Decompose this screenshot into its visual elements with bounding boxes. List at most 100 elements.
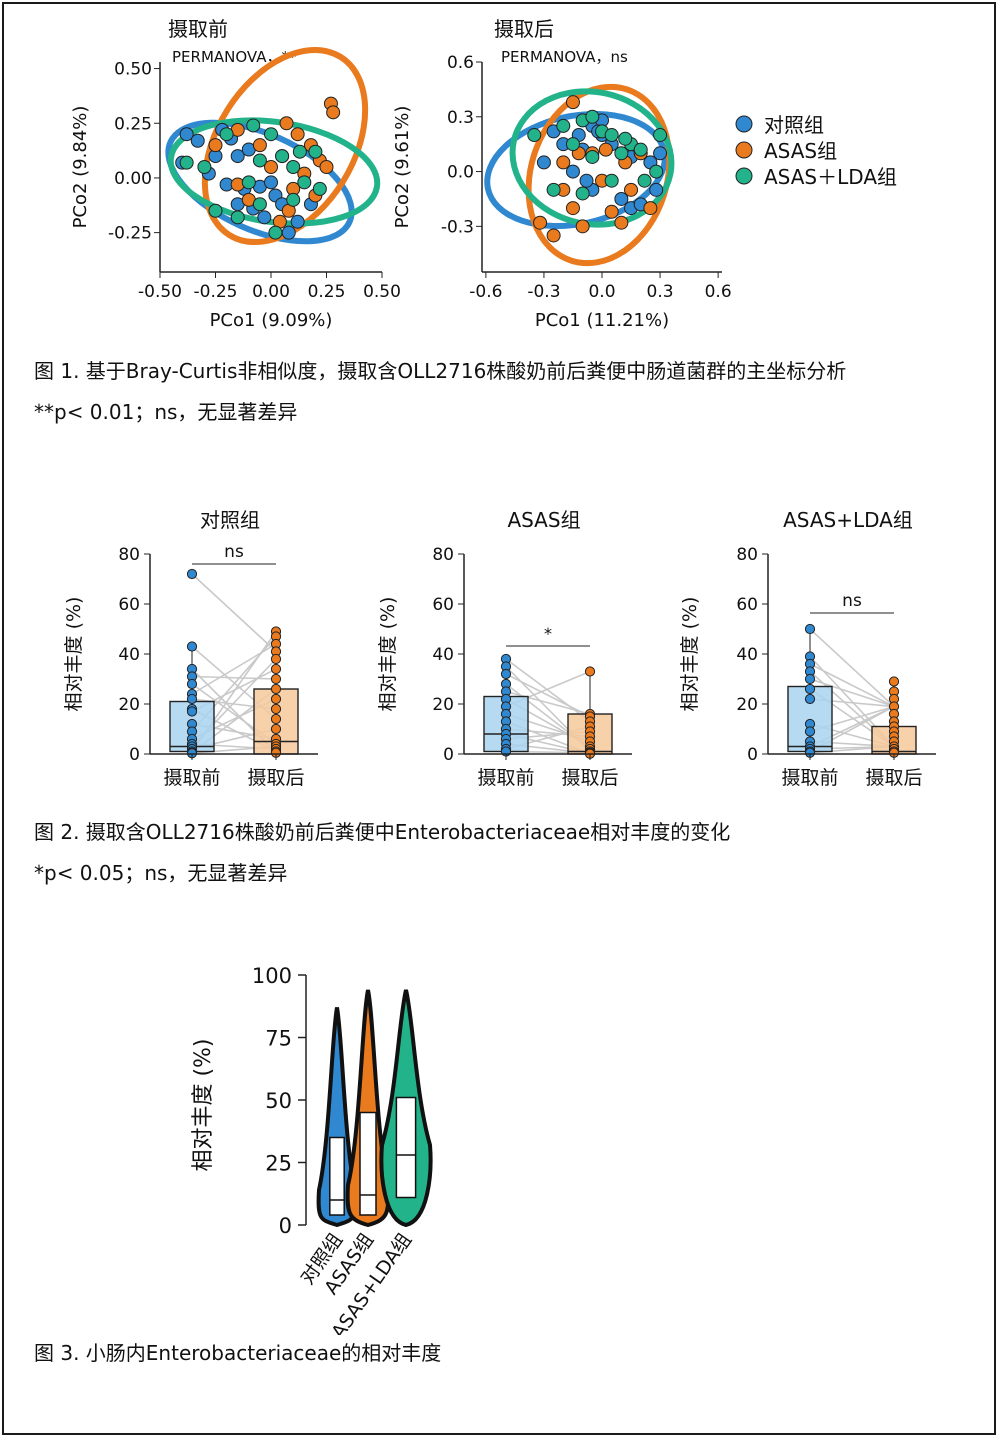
data-point bbox=[604, 128, 619, 143]
data-point bbox=[604, 173, 619, 188]
y-axis-label: PCo2 (9.61%) bbox=[392, 106, 413, 229]
y-tick-label: 40 bbox=[118, 645, 140, 665]
x-tick-label: -0.3 bbox=[527, 282, 560, 302]
data-point bbox=[804, 726, 816, 737]
data-point bbox=[565, 137, 580, 152]
data-point bbox=[286, 160, 301, 174]
data-point bbox=[252, 197, 267, 212]
figure3-caption: 图 3. 小肠内Enterobacteriaceae的相对丰度 bbox=[34, 1341, 442, 1365]
data-point bbox=[290, 127, 305, 142]
data-point bbox=[653, 128, 668, 143]
x-tick-label: 0.0 bbox=[588, 282, 615, 302]
legend-label: ASAS＋LDA组 bbox=[764, 165, 897, 189]
y-axis-label: 相对丰度 (%) bbox=[191, 1038, 216, 1171]
data-point bbox=[319, 160, 334, 174]
y-tick-label: 100 bbox=[252, 964, 292, 988]
paired-line bbox=[505, 690, 591, 715]
figure1-pcoa: 摄取前 PERMANOVA，** -0.50 -0.25 0.00 0.25 0.50 0.5… bbox=[70, 17, 897, 331]
data-point bbox=[186, 678, 198, 690]
data-point bbox=[575, 186, 590, 201]
data-point bbox=[565, 201, 580, 216]
y-tick-label: -0.3 bbox=[441, 217, 474, 237]
figure1-caption: 图 1. 基于Bray-Curtis非相似度，摄取含OLL2716株酸奶前后粪便… bbox=[34, 359, 847, 383]
data-point bbox=[536, 155, 551, 170]
violin-shape bbox=[316, 1007, 358, 1228]
legend-marker bbox=[735, 115, 753, 133]
y-tick-label: 40 bbox=[432, 645, 454, 665]
paired-line bbox=[191, 573, 277, 653]
figure2-caption: 图 2. 摄取含OLL2716株酸奶前后粪便中Enterobacteriacea… bbox=[34, 820, 731, 844]
y-tick-label: 75 bbox=[265, 1027, 292, 1051]
y-tick-label: 0.00 bbox=[114, 169, 152, 189]
y-tick-label: 20 bbox=[118, 695, 140, 715]
paired-line bbox=[809, 663, 895, 708]
data-point bbox=[275, 149, 290, 164]
pcoa-after-panel: 摄取后 PERMANOVA，ns -0.6 -0.3 0.0 0.3 0.6 0.6 0.3 0.… bbox=[392, 17, 732, 331]
data-point bbox=[252, 153, 267, 168]
data-point bbox=[241, 175, 256, 190]
data-point bbox=[585, 109, 600, 124]
y-tick-label: 80 bbox=[432, 545, 454, 565]
x-tick-label: -0.50 bbox=[138, 282, 182, 302]
data-point bbox=[308, 144, 323, 159]
x-tick-label: 摄取后 bbox=[561, 767, 618, 789]
data-point bbox=[804, 623, 816, 635]
data-point bbox=[264, 175, 278, 190]
y-tick-label: 60 bbox=[736, 595, 758, 615]
pcoa-permanova-label: PERMANOVA，** bbox=[172, 48, 297, 66]
paired-line bbox=[505, 673, 591, 718]
x-tick-label: -0.6 bbox=[469, 282, 502, 302]
data-point bbox=[270, 673, 282, 685]
confidence-ellipse bbox=[165, 119, 355, 245]
x-tick-label: 摄取前 bbox=[163, 767, 220, 789]
data-point bbox=[575, 219, 590, 234]
inner-box bbox=[359, 1111, 377, 1216]
data-point bbox=[268, 225, 283, 240]
data-point bbox=[286, 192, 301, 207]
data-point bbox=[186, 641, 198, 652]
inner-box bbox=[395, 1096, 417, 1199]
data-point bbox=[270, 663, 282, 675]
paired-line bbox=[191, 675, 277, 680]
x-tick-label: 0.25 bbox=[308, 282, 346, 302]
data-point bbox=[546, 182, 561, 197]
data-point bbox=[326, 105, 341, 120]
pcoa-permanova-label: PERMANOVA，ns bbox=[501, 48, 628, 66]
data-point bbox=[270, 693, 282, 705]
data-point bbox=[500, 668, 512, 680]
data-point bbox=[186, 568, 198, 580]
inner-box bbox=[329, 1136, 345, 1216]
x-tick-label: 摄取后 bbox=[247, 767, 304, 789]
data-point bbox=[279, 116, 294, 131]
data-point bbox=[270, 703, 282, 715]
data-point bbox=[186, 693, 198, 705]
boxplot-control-panel: 对照组 ns 0 20 40 60 80 摄取前 摄取后 相对丰度 (%) bbox=[63, 508, 318, 789]
data-point bbox=[208, 138, 223, 153]
data-point bbox=[804, 683, 816, 695]
y-tick-label: 40 bbox=[736, 645, 758, 665]
data-point bbox=[614, 191, 629, 206]
significance-label: * bbox=[544, 624, 552, 643]
y-tick-label: 0.0 bbox=[447, 163, 474, 183]
figure2-significance-note: *p< 0.05；ns，无显著差异 bbox=[34, 861, 288, 885]
data-point bbox=[804, 693, 816, 705]
pcoa-title: 摄取后 bbox=[494, 17, 554, 41]
data-point bbox=[546, 228, 561, 243]
data-point bbox=[565, 95, 580, 110]
y-tick-label: -0.25 bbox=[108, 224, 152, 244]
paired-line bbox=[505, 658, 591, 723]
paired-line bbox=[809, 678, 895, 708]
x-tick-label: 0.50 bbox=[363, 282, 401, 302]
data-point bbox=[533, 215, 548, 230]
y-tick-label: 0.50 bbox=[114, 60, 152, 80]
confidence-ellipse bbox=[201, 46, 369, 246]
boxplot-asas-panel: ASAS组 * 0 20 40 60 80 摄取前 摄取后 相对丰度 (%) bbox=[377, 508, 632, 789]
data-point bbox=[219, 127, 234, 142]
y-axis-label: 相对丰度 (%) bbox=[679, 597, 701, 712]
y-tick-label: 25 bbox=[265, 1152, 292, 1176]
y-tick-label: 0 bbox=[129, 745, 140, 765]
y-axis-label: 相对丰度 (%) bbox=[63, 597, 85, 712]
y-tick-label: 50 bbox=[265, 1089, 292, 1113]
data-point bbox=[556, 118, 571, 133]
